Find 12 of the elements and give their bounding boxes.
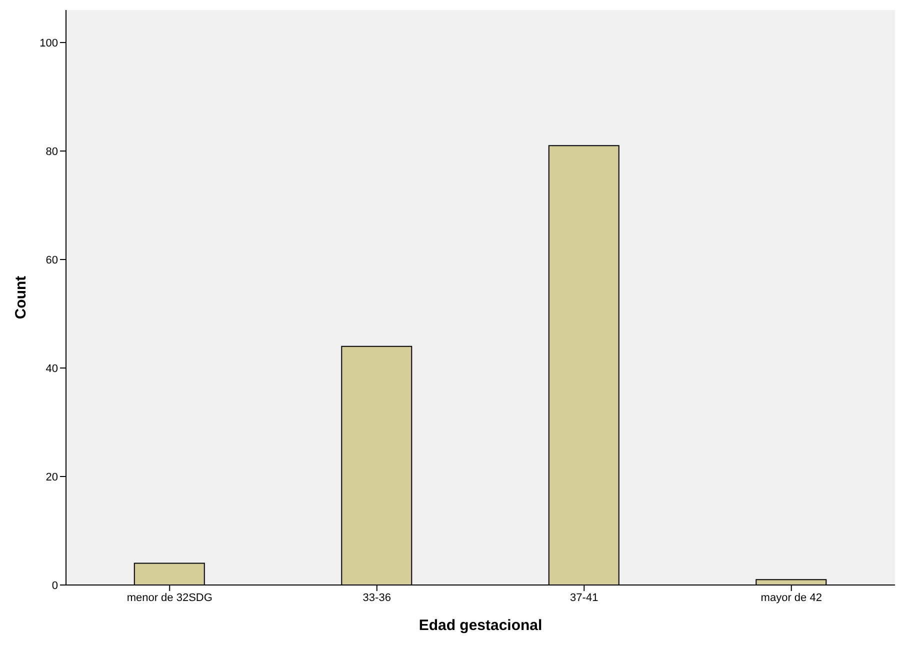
y-axis-title: Count (12, 276, 30, 320)
y-tick-label: 100 (40, 37, 58, 50)
y-tick-label: 0 (52, 580, 58, 592)
x-tick-label: mayor de 42 (760, 592, 822, 604)
y-tick-label: 60 (46, 254, 58, 266)
y-tick-label: 80 (46, 146, 58, 158)
x-tick-label: menor de 32SDG (126, 592, 212, 604)
y-tick-label: 40 (46, 362, 58, 375)
x-tick-label: 37-41 (570, 592, 598, 604)
y-tick-label: 20 (46, 471, 58, 484)
x-tick-label: 33-36 (362, 592, 391, 604)
x-axis-title: Edad gestacional (418, 617, 542, 634)
